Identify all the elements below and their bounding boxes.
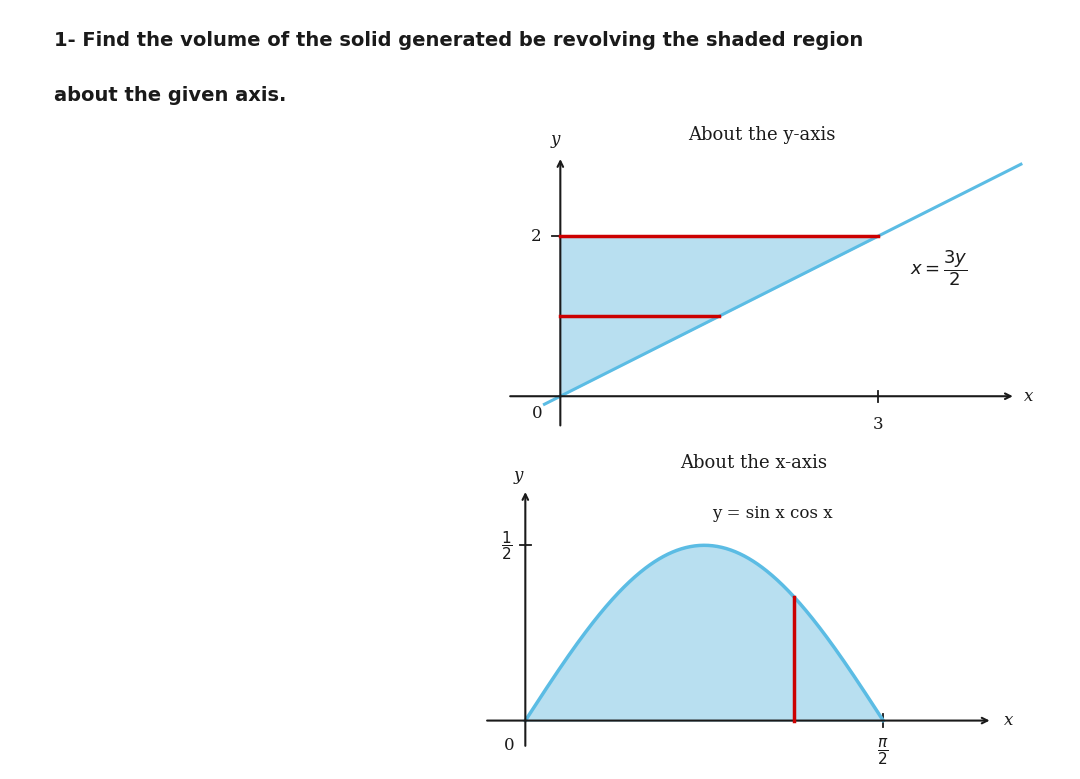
Text: about the given axis.: about the given axis. [54, 86, 286, 104]
Text: $x = \dfrac{3y}{2}$: $x = \dfrac{3y}{2}$ [909, 249, 968, 288]
Text: About the y-axis: About the y-axis [688, 126, 835, 144]
Text: $\dfrac{\pi}{2}$: $\dfrac{\pi}{2}$ [877, 738, 889, 767]
Text: x: x [1024, 388, 1034, 405]
Text: About the x-axis: About the x-axis [679, 453, 826, 472]
Text: 2: 2 [530, 227, 541, 245]
Text: $\dfrac{1}{2}$: $\dfrac{1}{2}$ [501, 529, 513, 562]
Text: 1- Find the volume of the solid generated be revolving the shaded region: 1- Find the volume of the solid generate… [54, 31, 863, 50]
Text: x: x [1003, 712, 1013, 729]
Text: y: y [551, 131, 559, 148]
Polygon shape [561, 236, 878, 397]
Text: y: y [514, 467, 523, 484]
Text: y = sin x cos x: y = sin x cos x [712, 506, 833, 522]
Text: 0: 0 [531, 405, 542, 422]
Text: 0: 0 [504, 738, 515, 754]
Text: 3: 3 [873, 416, 883, 433]
